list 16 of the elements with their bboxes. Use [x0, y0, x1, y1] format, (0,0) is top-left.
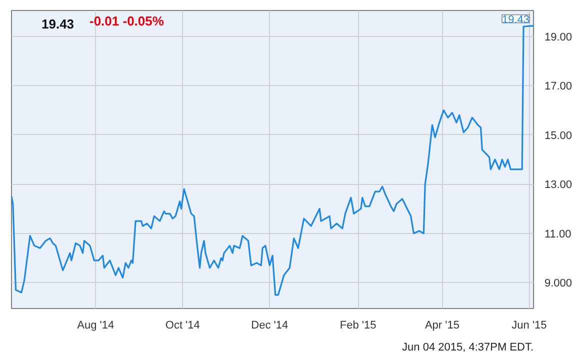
y-tick-label: 13.00: [544, 179, 572, 192]
y-tick-label: 17.00: [544, 80, 572, 93]
x-tick-label: Dec '14: [251, 320, 288, 332]
chart-subtitle: -0.01 -0.05%: [90, 14, 164, 28]
x-tick-label: Feb '15: [340, 320, 376, 332]
x-tick-label: Aug '14: [77, 320, 114, 332]
text: 19.43: [42, 16, 74, 32]
text: Jun 04 2015, 4:37PM EDT.: [402, 342, 534, 354]
y-tick-label: 9.000: [544, 278, 572, 290]
x-tick-label: Oct '14: [165, 320, 200, 332]
annotation: 19.43: [502, 14, 530, 26]
x-tick-label: Apr '15: [424, 320, 460, 332]
y-tick-label: 15.00: [544, 130, 572, 142]
x-tick-label: Jun '15: [512, 320, 547, 332]
y-tick-label: 19.00: [544, 31, 572, 44]
y-tick-label: 11.00: [544, 228, 572, 240]
